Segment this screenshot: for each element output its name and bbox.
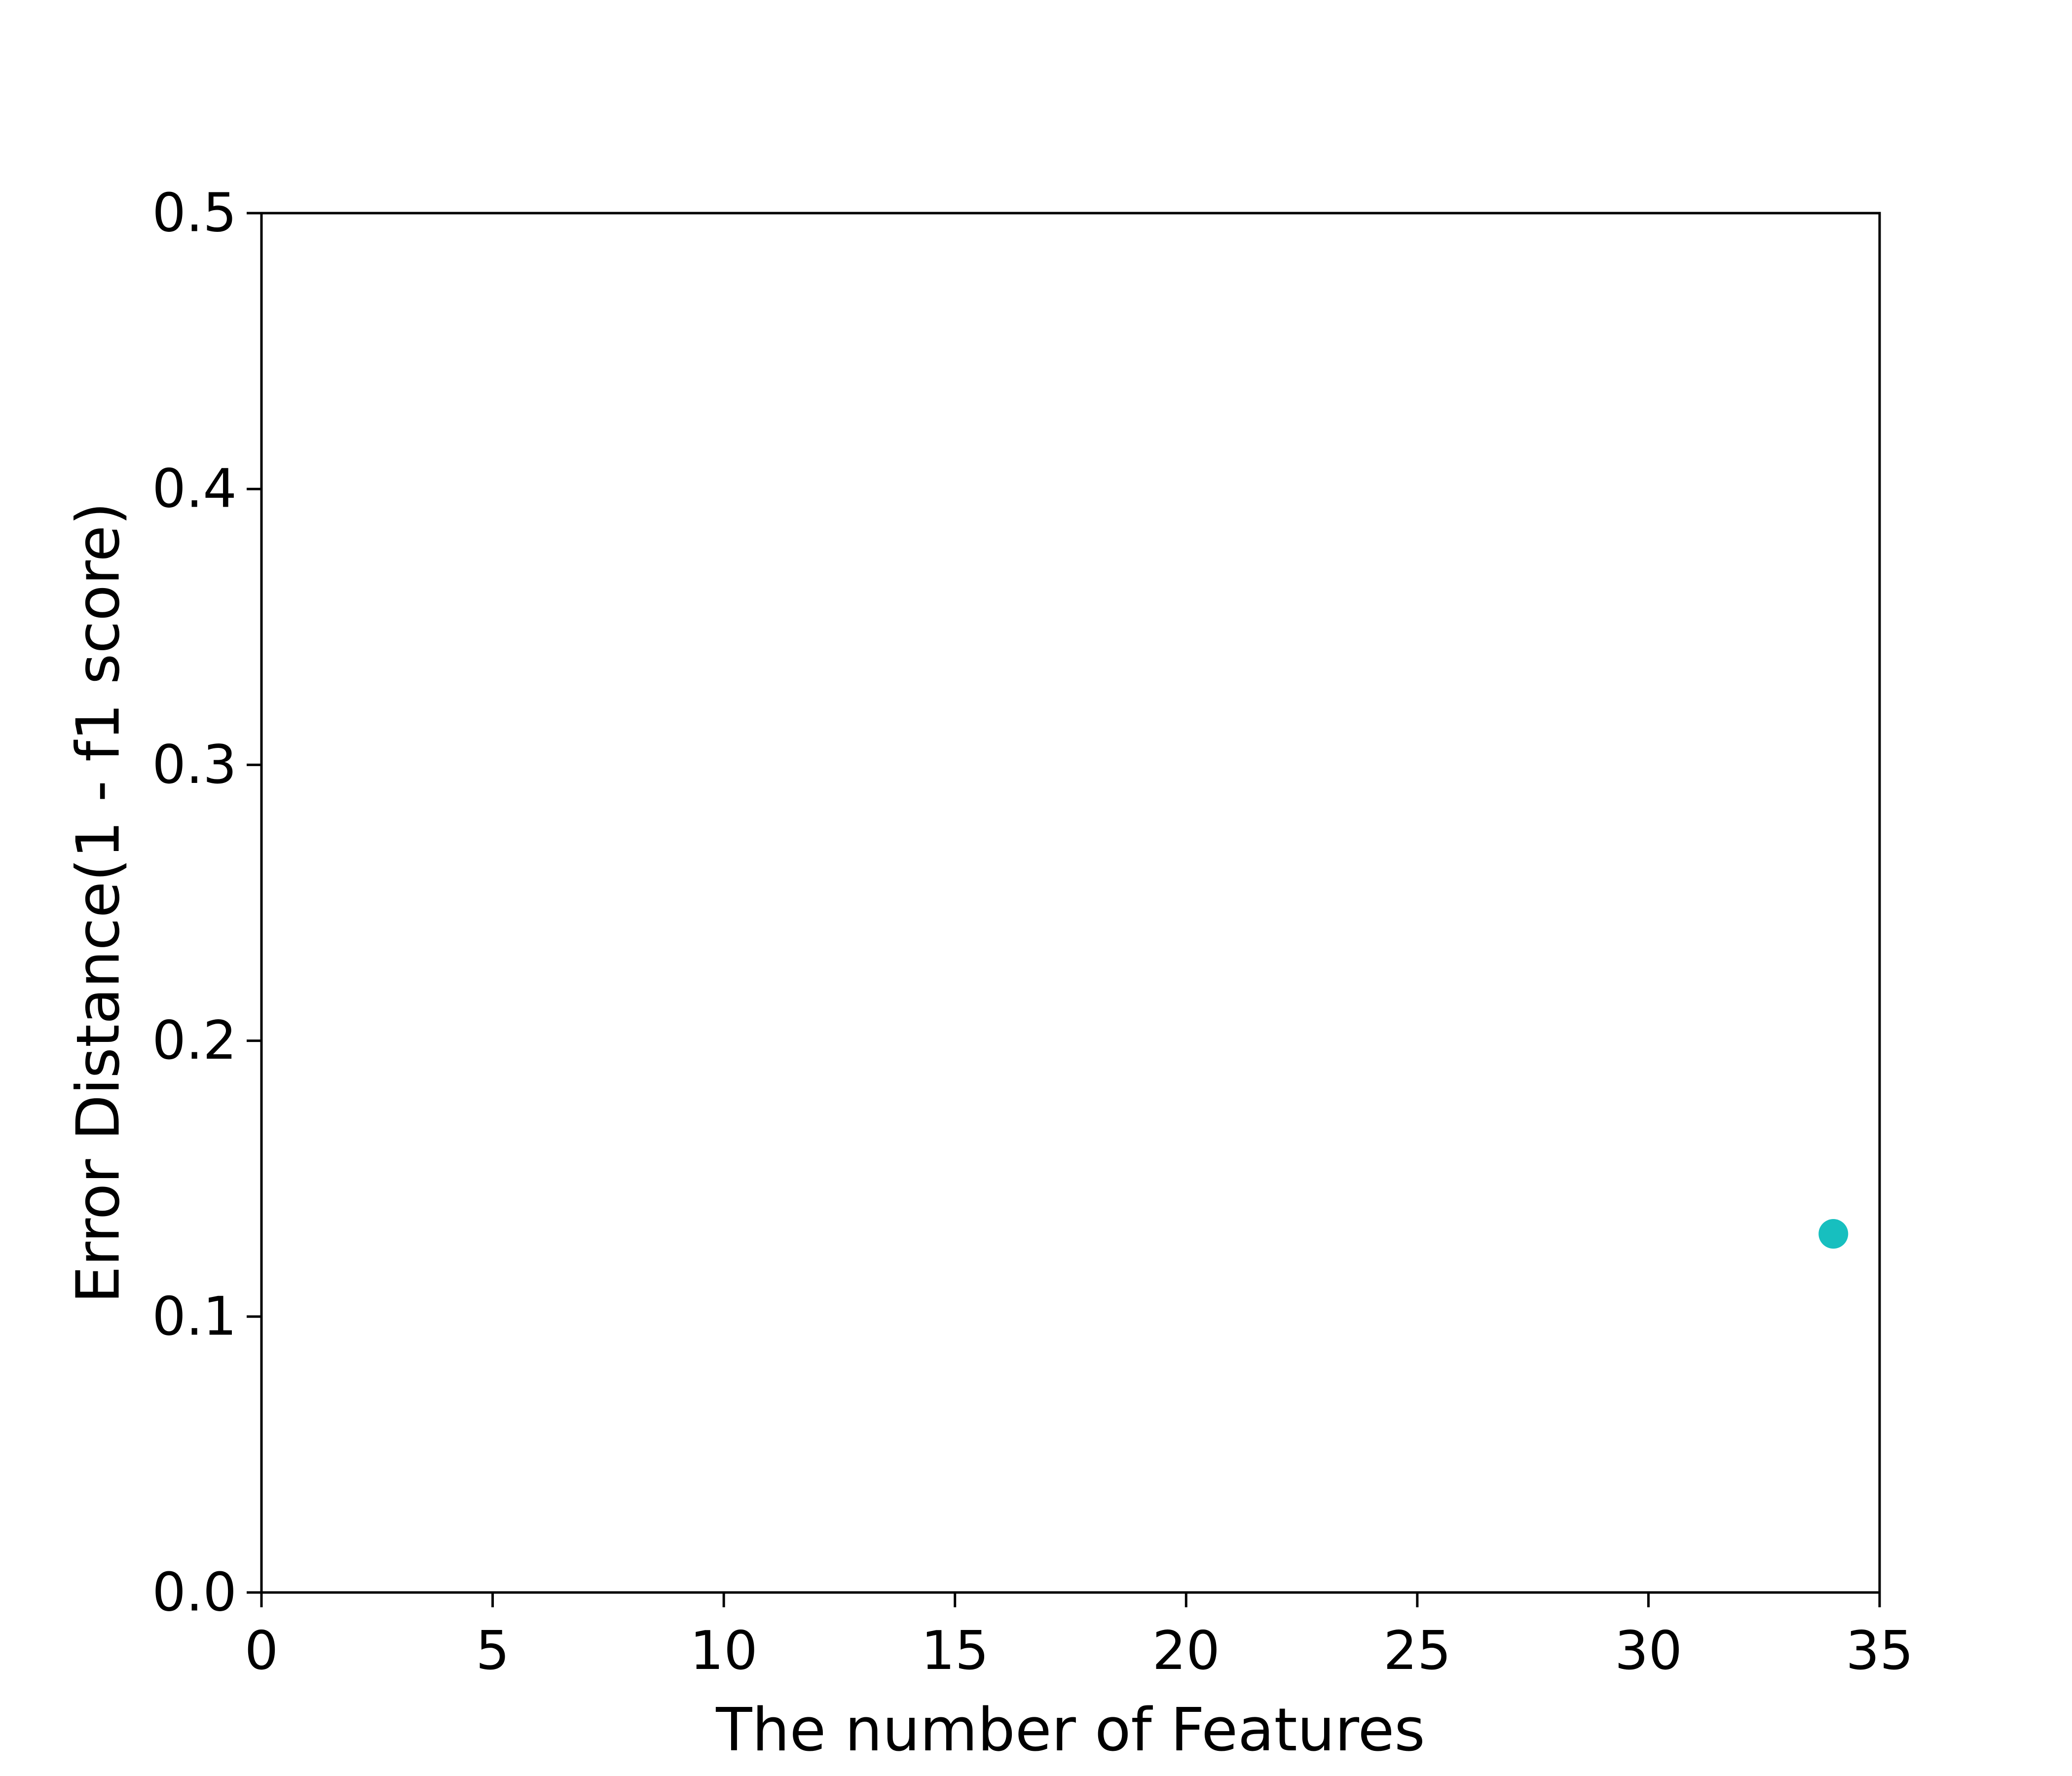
x-tick-label: 0: [245, 1620, 279, 1682]
y-axis-title: Error Distance(1 - f1 score): [65, 502, 133, 1303]
x-axis-title: The number of Features: [715, 1696, 1425, 1765]
x-tick-label: 30: [1615, 1620, 1682, 1682]
data-point: [1818, 1219, 1849, 1249]
plot-border: [260, 212, 1881, 1594]
y-tick-label: 0.3: [152, 734, 237, 796]
y-axis: 0.0 0.1 0.2 0.3 0.4 0.5: [152, 183, 261, 1624]
y-tick-label: 0.4: [152, 458, 237, 520]
data-points: [1818, 1219, 1849, 1249]
y-tick-label: 0.2: [152, 1010, 237, 1072]
x-tick-label: 15: [921, 1620, 989, 1682]
y-tick-label: 0.1: [152, 1286, 237, 1347]
y-tick-label: 0.5: [152, 183, 237, 244]
x-tick-label: 20: [1152, 1620, 1220, 1682]
x-tick-label: 35: [1846, 1620, 1913, 1682]
x-tick-label: 5: [476, 1620, 510, 1682]
x-axis: 0 5 10 15 20 25 30 35: [245, 1592, 1914, 1682]
x-tick-label: 10: [690, 1620, 757, 1682]
x-tick-label: 25: [1383, 1620, 1451, 1682]
plot-frame: [260, 212, 1881, 1594]
y-tick-label: 0.0: [152, 1562, 237, 1624]
